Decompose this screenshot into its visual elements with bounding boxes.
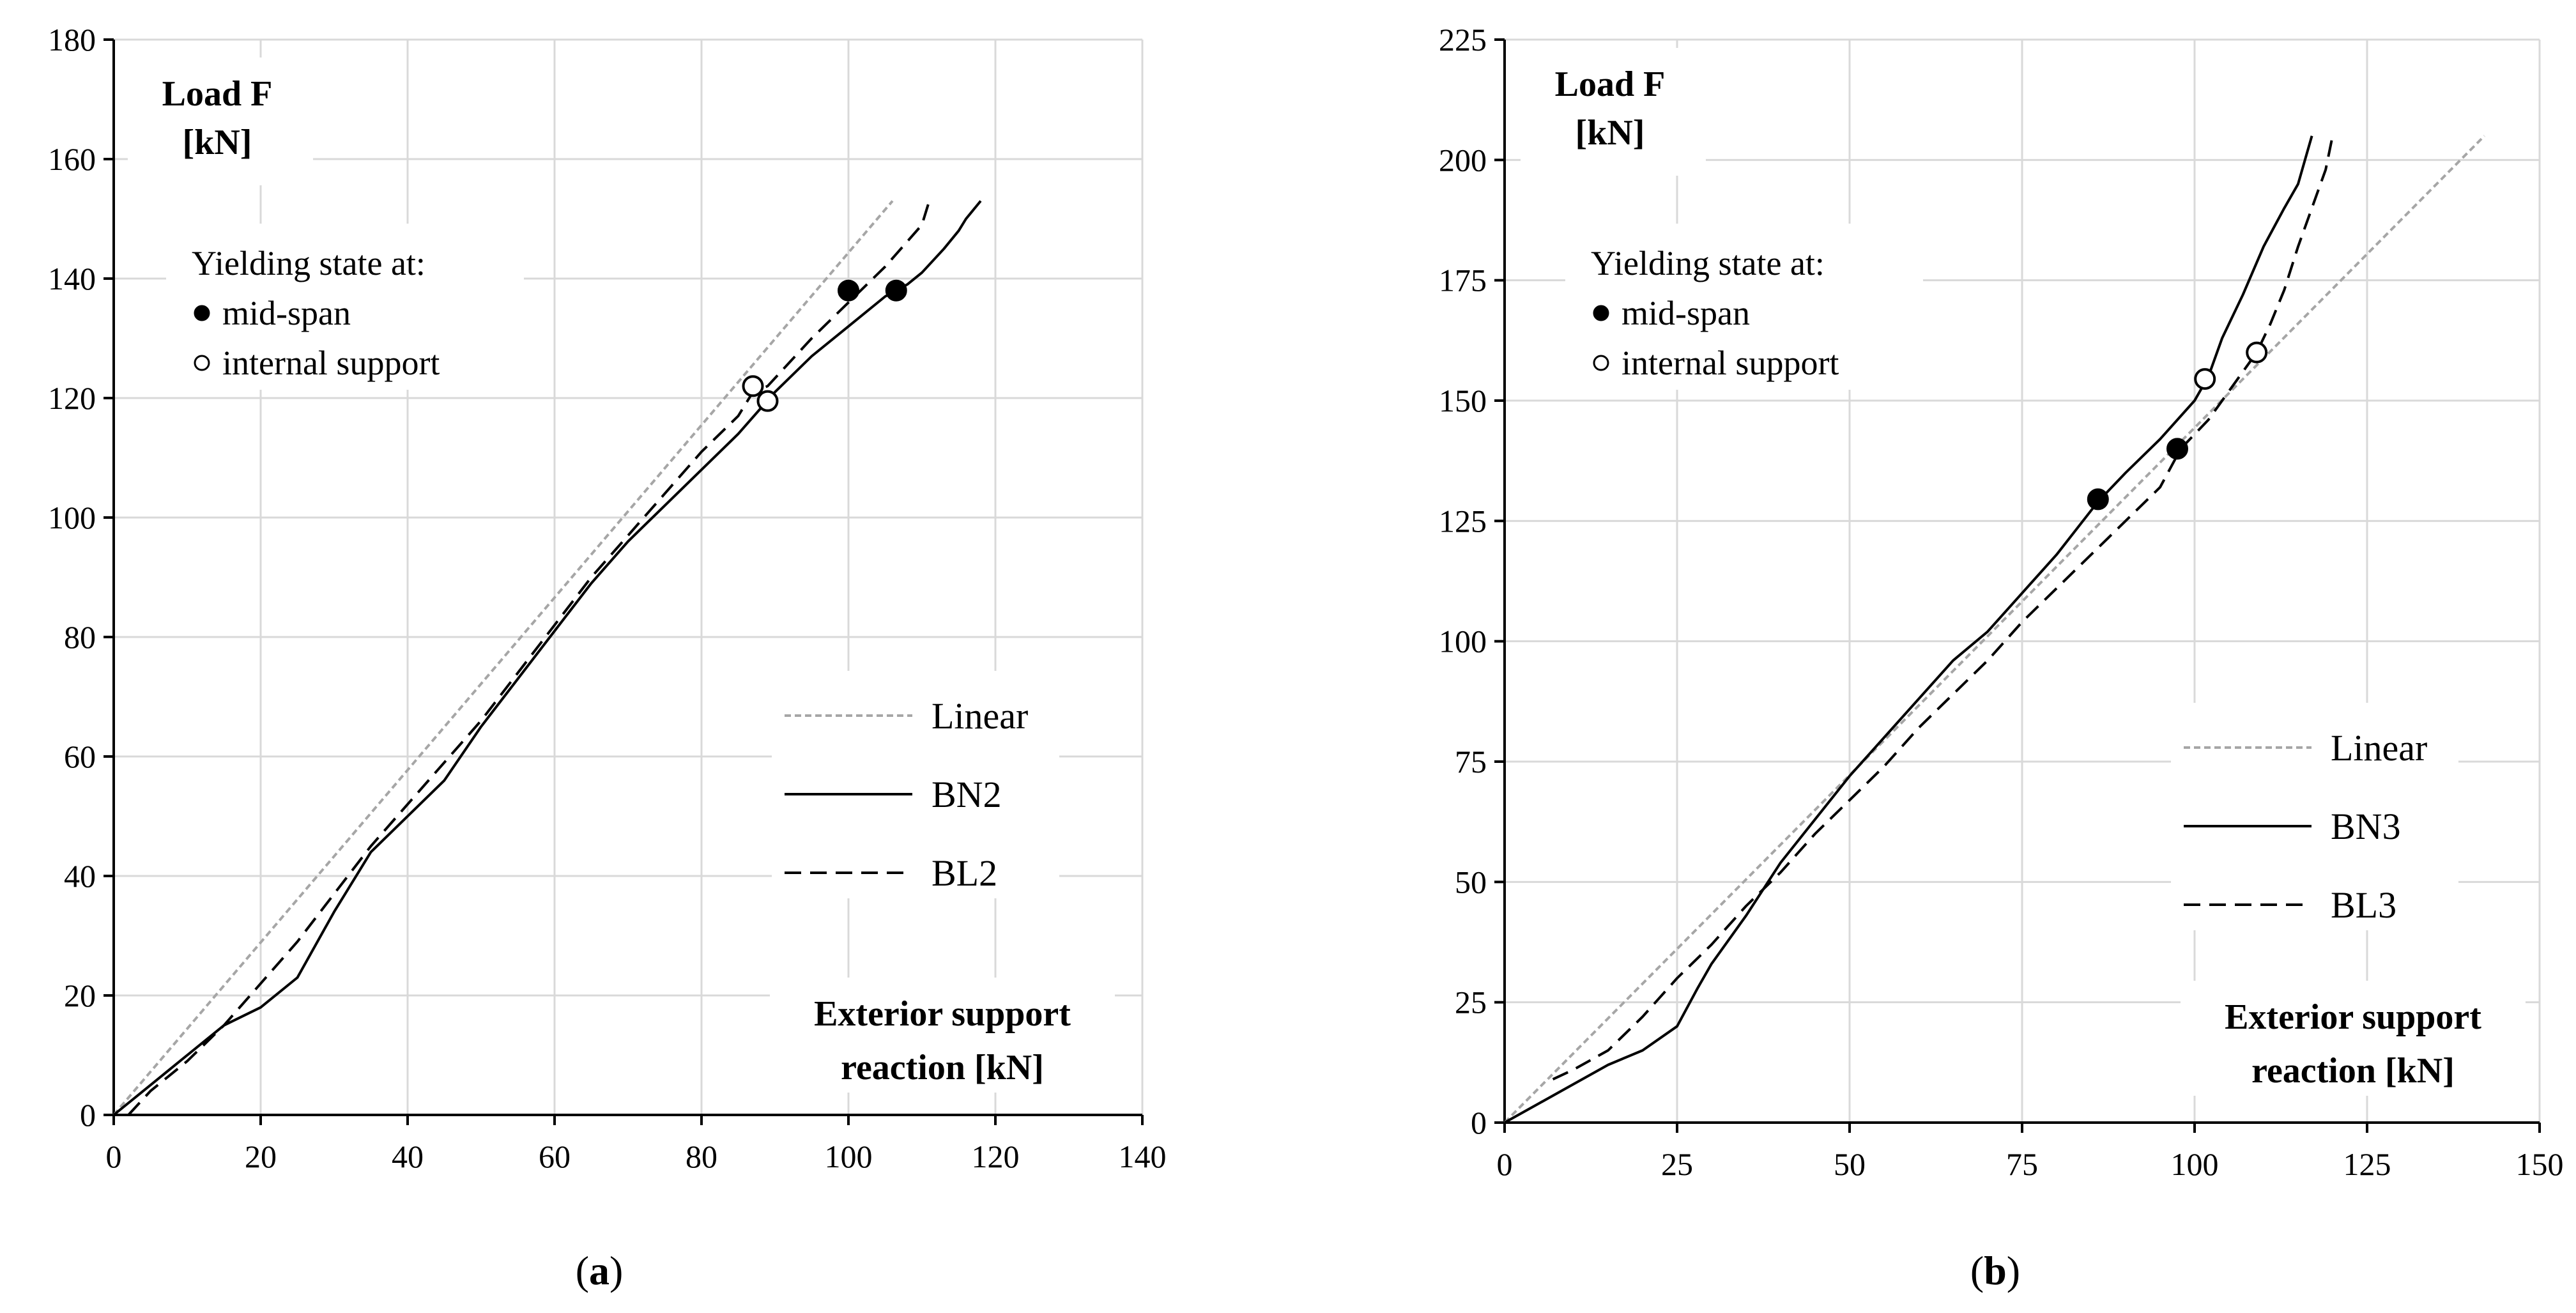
y-tick-label: 40 — [64, 858, 96, 894]
x-tick-label: 120 — [972, 1139, 1020, 1174]
x-tick-label: 40 — [392, 1139, 424, 1174]
xlabel-line-1: Exterior support — [814, 994, 1071, 1034]
caption-close-paren: ) — [2007, 1248, 2020, 1293]
xlabel-line-1: Exterior support — [2225, 997, 2481, 1037]
note-open-dot-icon — [194, 355, 210, 371]
y-tick-label: 0 — [80, 1097, 96, 1133]
xlabel-bg — [2181, 981, 2526, 1096]
caption-close-paren: ) — [610, 1248, 623, 1293]
chart-panel-b: 0 25 50 75 100 125 150 0 25 50 75 100 125 150 175 200 22… — [1439, 22, 2564, 1293]
series-line-linear — [112, 200, 894, 1116]
note-filled-dot-icon — [1593, 305, 1609, 321]
x-tick-label: 140 — [1119, 1139, 1167, 1174]
series-line-bl2 — [127, 200, 931, 1116]
series-line-bn3 — [1504, 135, 2313, 1124]
legend-label: BL3 — [2331, 884, 2396, 926]
x-tick-label: 125 — [2343, 1146, 2391, 1182]
caption-open-paren: ( — [576, 1248, 589, 1293]
legend-label: BN3 — [2331, 806, 2401, 847]
note-open-label: internal support — [222, 344, 440, 382]
panel-caption: (a) — [576, 1248, 624, 1293]
x-tick-label: 25 — [1661, 1146, 1693, 1182]
y-tick-label: 100 — [1439, 624, 1487, 659]
legend-label: Linear — [2331, 727, 2427, 769]
ylabel-line-2: [kN] — [1575, 113, 1645, 153]
x-tick-label: 0 — [1497, 1146, 1513, 1182]
y-tick-label: 100 — [48, 500, 96, 535]
xlabel-line-2: reaction [kN] — [2251, 1051, 2455, 1091]
x-tick-label: 100 — [825, 1139, 873, 1174]
y-tick-label: 25 — [1455, 985, 1487, 1020]
x-tick-label: 0 — [106, 1139, 122, 1174]
y-tick-label: 50 — [1455, 864, 1487, 900]
y-tick-label: 140 — [48, 261, 96, 296]
x-tick-label: 50 — [1834, 1146, 1866, 1182]
support-yield-marker — [2194, 368, 2216, 390]
legend-bg — [2171, 703, 2458, 930]
support-yield-marker — [2246, 341, 2268, 364]
series-line-bn2 — [112, 200, 982, 1116]
x-tick-label: 150 — [2516, 1146, 2564, 1182]
note-bg — [166, 224, 524, 390]
chart-panel-a: 0 20 40 60 80 100 120 140 0 20 40 60 80 100 120 140 160 1… — [48, 22, 1167, 1293]
note-title: Yielding state at: — [1591, 244, 1825, 282]
legend-label: BN2 — [931, 774, 1002, 815]
note-open-label: internal support — [1621, 344, 1839, 382]
ylabel-bg — [1521, 48, 1706, 176]
note-title: Yielding state at: — [192, 244, 425, 282]
x-tick-label: 75 — [2006, 1146, 2038, 1182]
y-tick-label: 0 — [1471, 1105, 1487, 1140]
y-tick-label: 20 — [64, 978, 96, 1013]
note-filled-dot-icon — [194, 305, 210, 321]
ylabel-line-1: Load F — [162, 74, 273, 114]
legend-bg — [772, 671, 1059, 898]
y-tick-label: 60 — [64, 739, 96, 774]
note-bg — [1565, 224, 1923, 390]
y-tick-label: 125 — [1439, 503, 1487, 539]
midspan-yield-marker — [838, 279, 859, 302]
x-tick-label: 20 — [245, 1139, 277, 1174]
x-tick-label: 80 — [686, 1139, 717, 1174]
y-tick-label: 120 — [48, 380, 96, 416]
y-tick-label: 75 — [1455, 744, 1487, 779]
y-tick-label: 80 — [64, 619, 96, 655]
midspan-yield-marker — [885, 279, 907, 302]
midspan-yield-marker — [2166, 438, 2188, 460]
xlabel-line-2: reaction [kN] — [841, 1048, 1044, 1087]
series-line-bl3 — [1552, 135, 2334, 1081]
note-open-dot-icon — [1593, 355, 1609, 371]
y-tick-label: 225 — [1439, 22, 1487, 58]
ylabel-line-2: [kN] — [183, 123, 252, 162]
y-tick-label: 180 — [48, 22, 96, 58]
note-filled-label: mid-span — [1621, 294, 1750, 332]
caption-open-paren: ( — [1970, 1248, 1984, 1293]
note-filled-label: mid-span — [222, 294, 351, 332]
series-line-linear — [1503, 135, 2486, 1124]
support-yield-marker — [742, 375, 764, 397]
y-tick-label: 200 — [1439, 142, 1487, 178]
y-tick-label: 150 — [1439, 383, 1487, 418]
y-tick-label: 160 — [48, 141, 96, 177]
legend-label: BL2 — [931, 852, 997, 894]
xlabel-bg — [770, 978, 1115, 1093]
x-tick-label: 60 — [539, 1139, 571, 1174]
legend-label: Linear — [931, 695, 1028, 737]
panel-caption: (b) — [1970, 1248, 2020, 1293]
caption-letter: a — [589, 1248, 610, 1293]
midspan-yield-marker — [2087, 488, 2109, 511]
y-tick-label: 175 — [1439, 263, 1487, 298]
ylabel-bg — [128, 58, 313, 185]
ylabel-line-1: Load F — [1555, 65, 1666, 104]
x-tick-label: 100 — [2171, 1146, 2219, 1182]
support-yield-marker — [756, 390, 779, 412]
caption-letter: b — [1984, 1248, 2007, 1293]
